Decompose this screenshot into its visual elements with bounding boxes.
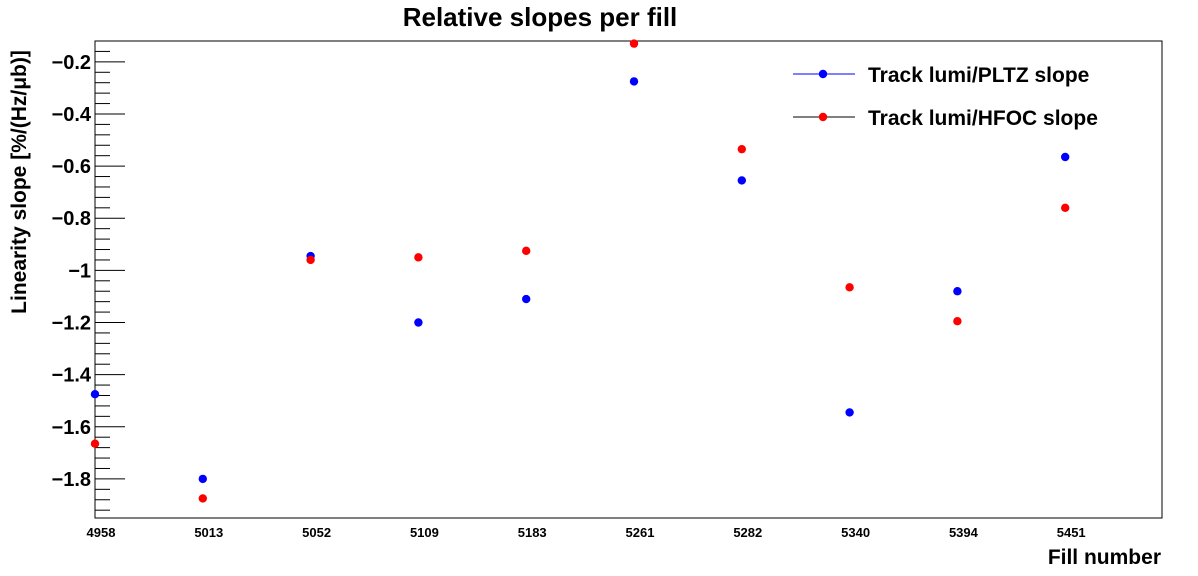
- x-axis-label: Fill number: [1048, 546, 1161, 569]
- data-point-hfoc: [737, 144, 746, 154]
- data-point-hfoc: [1061, 203, 1070, 213]
- data-point-pltz: [90, 389, 100, 399]
- y-tick-label: −1.6: [52, 417, 91, 439]
- y-tick-label: −0.8: [52, 208, 91, 230]
- data-point-pltz: [845, 408, 854, 417]
- x-tick-label: 5394: [949, 525, 979, 540]
- x-tick-label: 5183: [518, 525, 547, 540]
- x-tick-label: 5261: [626, 525, 655, 540]
- data-point-hfoc: [629, 39, 639, 48]
- y-axis-label: Linearity slope [%/(Hz/μb)]: [8, 50, 31, 314]
- data-point-hfoc: [90, 439, 100, 448]
- x-tick-label: 5282: [733, 525, 762, 540]
- x-tick-label: 5052: [302, 525, 331, 540]
- legend-label: Track lumi/PLTZ slope: [868, 64, 1089, 87]
- data-point-hfoc: [198, 494, 207, 503]
- data-point-pltz: [198, 474, 207, 484]
- y-tick-label: −1: [68, 260, 91, 282]
- y-tick-label: −0.4: [52, 104, 92, 126]
- y-tick-label: −0.2: [52, 52, 91, 74]
- data-point-pltz: [737, 176, 746, 185]
- data-point-pltz: [522, 294, 531, 304]
- legend-marker: [818, 69, 828, 79]
- data-point-hfoc: [522, 246, 531, 256]
- y-tick-label: −0.6: [52, 156, 91, 178]
- legend-label: Track lumi/HFOC slope: [868, 107, 1098, 130]
- data-point-hfoc: [306, 255, 315, 265]
- legend-marker: [818, 112, 828, 122]
- x-tick-label: 5451: [1057, 525, 1086, 540]
- plot-frame: [94, 40, 1163, 519]
- y-tick-label: −1.2: [52, 313, 91, 335]
- data-point-hfoc: [414, 253, 423, 262]
- data-point-pltz: [629, 77, 639, 86]
- x-tick-label: 5340: [841, 525, 870, 540]
- legend: Track lumi/PLTZ slope Track lumi/HFOC slo…: [793, 64, 1098, 130]
- data-point-hfoc: [845, 283, 854, 292]
- x-tick-label: 5013: [194, 525, 223, 540]
- data-point-hfoc: [953, 317, 962, 326]
- y-axis: −1.8 −1.6 −1.4 −1.2 −1 −0.8 −0.6 −0.4 −0.2: [52, 40, 125, 511]
- x-axis: 4958 5013 5052 5109 5183 5261 5282 5340 5394 5451: [87, 525, 1086, 540]
- y-tick-label: −1.8: [52, 469, 91, 491]
- data-point-pltz: [1061, 152, 1070, 162]
- data-points: [90, 39, 1070, 503]
- chart-title: Relative slopes per fill: [403, 2, 678, 32]
- x-tick-label: 4958: [87, 525, 116, 540]
- y-tick-label: −1.4: [52, 365, 92, 387]
- x-tick-label: 5109: [410, 525, 439, 540]
- data-point-pltz: [414, 318, 423, 327]
- data-point-pltz: [953, 287, 962, 296]
